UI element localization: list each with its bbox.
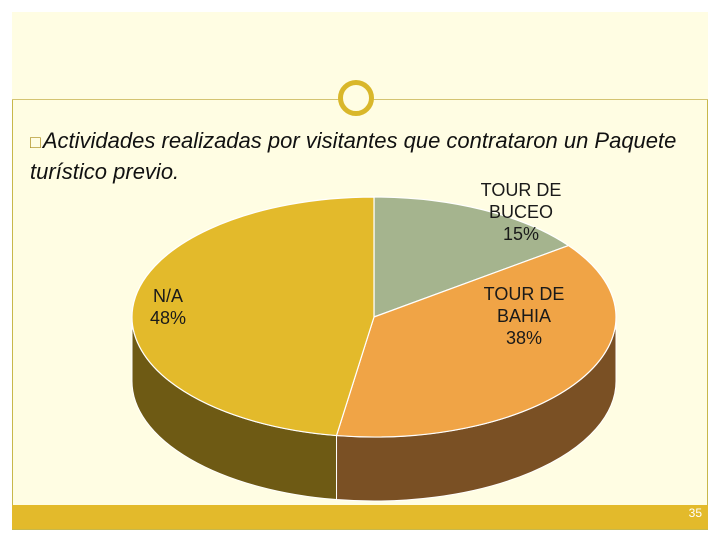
slice-name-label: N/A (153, 286, 183, 306)
circle-ornament-icon (338, 80, 374, 116)
slice-label-1: TOUR DE BAHIA 38% (484, 284, 565, 348)
pie-slice-0 (373, 196, 570, 318)
slice-percent-label: 15% (503, 224, 539, 244)
bullet-icon: □ (30, 132, 41, 152)
slice-name-label: BUCEO (489, 202, 553, 222)
slice-name-label: BAHIA (497, 306, 551, 326)
slice-percent-label: 38% (506, 328, 542, 348)
slice-label-0: TOUR DE BUCEO 15% (481, 180, 562, 244)
slide-title: □Actividades realizadas por visitantes q… (30, 126, 690, 187)
pie-slice-1 (335, 244, 617, 438)
slice-percent-label: 48% (150, 308, 186, 328)
slice-label-2: N/A 48% (150, 286, 186, 328)
slice-name-label: TOUR DE (481, 180, 562, 200)
title-text: Actividades realizadas por visitantes qu… (30, 128, 677, 184)
pie-slice-2 (131, 196, 375, 437)
page-number: 35 (688, 506, 702, 520)
slice-name-label: TOUR DE (484, 284, 565, 304)
footer-bar (12, 505, 708, 529)
